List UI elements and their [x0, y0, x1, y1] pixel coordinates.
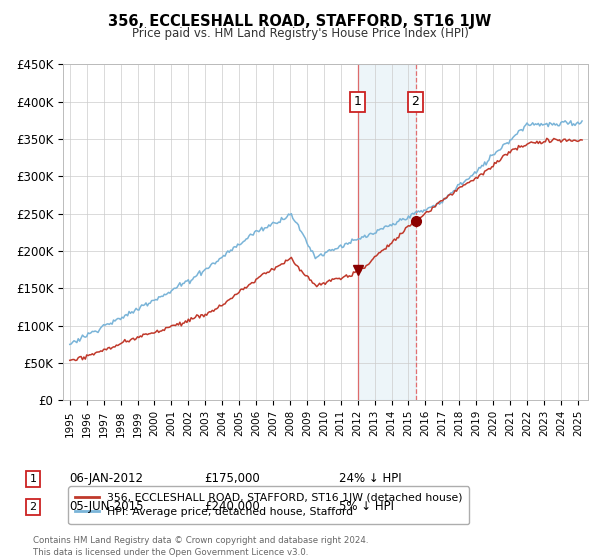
Text: 2: 2 [29, 502, 37, 512]
Text: 06-JAN-2012: 06-JAN-2012 [69, 472, 143, 486]
Text: 05-JUN-2015: 05-JUN-2015 [69, 500, 143, 514]
Text: 1: 1 [354, 95, 362, 108]
Bar [358, 64, 416, 400]
Legend: 356, ECCLESHALL ROAD, STAFFORD, ST16 1JW (detached house), HPI: Average price, d: 356, ECCLESHALL ROAD, STAFFORD, ST16 1JW… [68, 487, 469, 524]
Text: £240,000: £240,000 [204, 500, 260, 514]
Text: 5% ↓ HPI: 5% ↓ HPI [339, 500, 394, 514]
Text: 2: 2 [412, 95, 419, 108]
Text: Contains HM Land Registry data © Crown copyright and database right 2024.
This d: Contains HM Land Registry data © Crown c… [33, 536, 368, 557]
Text: 356, ECCLESHALL ROAD, STAFFORD, ST16 1JW: 356, ECCLESHALL ROAD, STAFFORD, ST16 1JW [109, 14, 491, 29]
Text: £175,000: £175,000 [204, 472, 260, 486]
Text: 24% ↓ HPI: 24% ↓ HPI [339, 472, 401, 486]
Text: 1: 1 [29, 474, 37, 484]
Text: Price paid vs. HM Land Registry's House Price Index (HPI): Price paid vs. HM Land Registry's House … [131, 27, 469, 40]
